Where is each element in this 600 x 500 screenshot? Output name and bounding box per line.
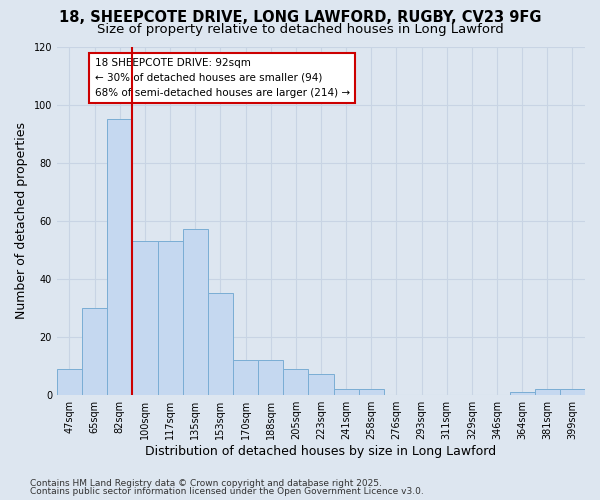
Y-axis label: Number of detached properties: Number of detached properties [15, 122, 28, 319]
Text: Contains public sector information licensed under the Open Government Licence v3: Contains public sector information licen… [30, 487, 424, 496]
Bar [535, 389, 560, 394]
Bar [107, 119, 133, 394]
Bar [133, 241, 158, 394]
Bar [359, 389, 384, 394]
Bar [334, 389, 359, 394]
Bar [560, 389, 585, 394]
Bar [82, 308, 107, 394]
Bar [208, 293, 233, 394]
Bar [283, 368, 308, 394]
Bar [308, 374, 334, 394]
Bar [158, 241, 182, 394]
Bar [509, 392, 535, 394]
X-axis label: Distribution of detached houses by size in Long Lawford: Distribution of detached houses by size … [145, 444, 497, 458]
Bar [182, 230, 208, 394]
Text: Size of property relative to detached houses in Long Lawford: Size of property relative to detached ho… [97, 22, 503, 36]
Bar [258, 360, 283, 394]
Text: Contains HM Land Registry data © Crown copyright and database right 2025.: Contains HM Land Registry data © Crown c… [30, 478, 382, 488]
Bar [57, 368, 82, 394]
Bar [233, 360, 258, 394]
Text: 18 SHEEPCOTE DRIVE: 92sqm
← 30% of detached houses are smaller (94)
68% of semi-: 18 SHEEPCOTE DRIVE: 92sqm ← 30% of detac… [95, 58, 350, 98]
Text: 18, SHEEPCOTE DRIVE, LONG LAWFORD, RUGBY, CV23 9FG: 18, SHEEPCOTE DRIVE, LONG LAWFORD, RUGBY… [59, 10, 541, 25]
